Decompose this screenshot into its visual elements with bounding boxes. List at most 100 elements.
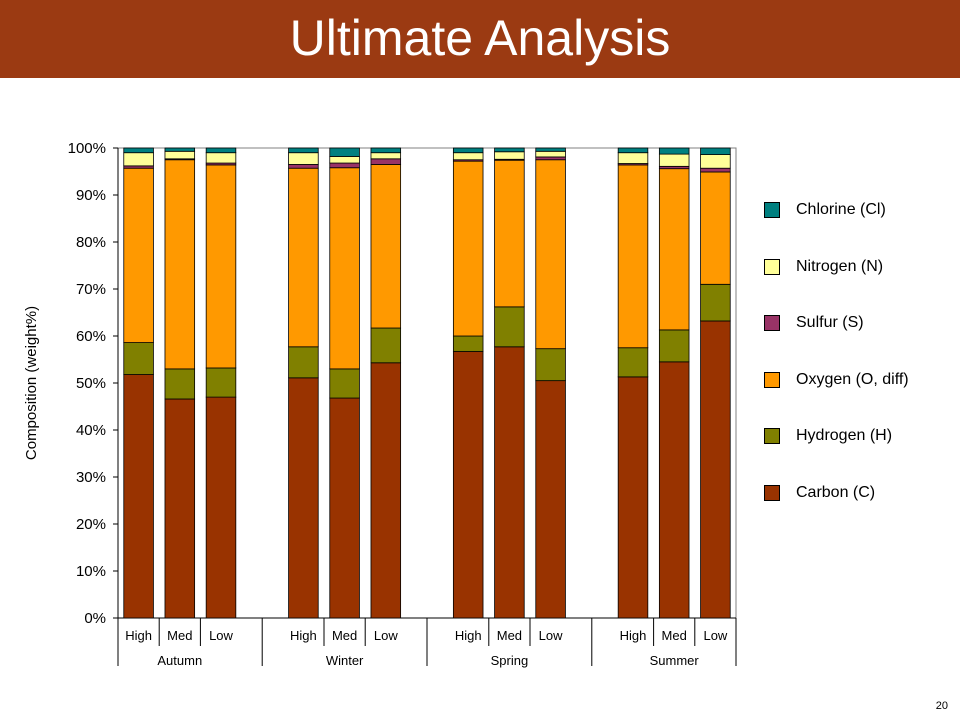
bar-segment-sulfur: [329, 162, 360, 169]
bar-segment-oxygen: [535, 159, 566, 350]
bar-segment-chlorine: [123, 147, 154, 154]
legend-item-chlorine: Chlorine (Cl): [764, 198, 954, 255]
legend-swatch-chlorine: [764, 202, 780, 218]
bar-segment-carbon: [535, 380, 566, 619]
y-tick-label: 30%: [76, 469, 106, 486]
bar-segment-oxygen: [452, 160, 484, 337]
bar-segment-hydrogen: [535, 348, 566, 382]
bar-segment-oxygen: [494, 159, 525, 308]
bar-segment-oxygen: [205, 164, 237, 369]
bar-segment-chlorine: [288, 147, 319, 154]
y-tick-label: 90%: [76, 187, 106, 204]
title-bar: [0, 0, 960, 78]
y-tick-label: 100%: [68, 140, 106, 157]
bar-segment-sulfur: [700, 167, 731, 173]
bar-segment-hydrogen: [164, 368, 196, 400]
x-tick-label: High: [125, 628, 152, 643]
bar-segment-hydrogen: [617, 347, 649, 378]
x-tick-label: Low: [209, 628, 233, 643]
bar-segment-hydrogen: [370, 327, 402, 364]
bar-segment-chlorine: [329, 147, 360, 157]
bar-segment-nitrogen: [494, 151, 525, 160]
bar-segment-oxygen: [329, 167, 360, 370]
bar-segment-carbon: [288, 377, 319, 619]
bar-segment-nitrogen: [617, 152, 649, 164]
bar-segment-nitrogen: [205, 152, 237, 164]
y-tick-label: 60%: [76, 328, 106, 345]
x-group-label: Summer: [650, 653, 700, 668]
x-tick-label: Low: [374, 628, 398, 643]
y-tick-label: 20%: [76, 516, 106, 533]
y-tick-label: 50%: [76, 375, 106, 392]
legend-label-oxygen: Oxygen (O, diff): [796, 370, 909, 388]
bar-segment-hydrogen: [700, 283, 731, 322]
bar-segment-chlorine: [658, 147, 690, 155]
bar-segment-chlorine: [494, 147, 525, 153]
x-group-label: Spring: [491, 653, 529, 668]
bar-segment-nitrogen: [452, 152, 484, 161]
bar-segment-nitrogen: [370, 152, 402, 160]
x-tick-label: Med: [332, 628, 357, 643]
legend-item-nitrogen: Nitrogen (N): [764, 255, 954, 312]
bar-segment-carbon: [494, 346, 525, 619]
bar-segment-oxygen: [370, 164, 402, 329]
x-tick-label: Med: [662, 628, 687, 643]
bar-segment-hydrogen: [452, 335, 484, 352]
legend-swatch-oxygen: [764, 371, 780, 388]
bar-segment-carbon: [658, 361, 690, 619]
bar-segment-oxygen: [700, 171, 731, 285]
legend-label-nitrogen: Nitrogen (N): [796, 257, 884, 275]
x-tick-label: High: [455, 628, 482, 643]
x-tick-label: Low: [703, 628, 727, 643]
x-tick-label: Med: [497, 628, 522, 643]
x-tick-label: Low: [539, 628, 563, 643]
x-group-label: Winter: [326, 653, 364, 668]
bar-segment-nitrogen: [535, 150, 566, 158]
bar-segment-sulfur: [370, 158, 402, 165]
legend-label-carbon: Carbon (C): [796, 483, 876, 501]
bar-segment-hydrogen: [123, 342, 154, 375]
legend-item-sulfur: Sulfur (S): [764, 311, 954, 368]
legend-label-sulfur: Sulfur (S): [796, 314, 864, 331]
bar-segment-nitrogen: [700, 154, 731, 169]
bar-segment-carbon: [205, 396, 237, 619]
bar-segment-carbon: [123, 374, 154, 619]
bar-segment-chlorine: [617, 147, 649, 154]
bar-segment-chlorine: [205, 147, 237, 154]
legend-item-hydrogen: Hydrogen (H): [764, 424, 954, 481]
bar-segment-hydrogen: [205, 367, 237, 398]
bar-segment-nitrogen: [329, 156, 360, 164]
bar-segment-chlorine: [700, 147, 731, 155]
y-tick-label: 80%: [76, 234, 106, 251]
legend-label-hydrogen: Hydrogen (H): [796, 427, 893, 444]
legend-label-chlorine: Chlorine (Cl): [796, 201, 886, 218]
y-tick-label: 10%: [76, 563, 106, 580]
bar-segment-carbon: [370, 362, 402, 619]
bar-segment-hydrogen: [288, 346, 319, 379]
x-tick-label: High: [290, 628, 317, 643]
bar-segment-hydrogen: [658, 329, 690, 363]
legend-item-carbon: Carbon (C): [764, 481, 954, 538]
bar-segment-sulfur: [288, 164, 319, 169]
x-tick-label: High: [620, 628, 647, 643]
y-tick-label: 40%: [76, 422, 106, 439]
bar-segment-hydrogen: [494, 306, 525, 348]
bar-segment-carbon: [617, 376, 649, 619]
bar-segment-sulfur: [535, 156, 566, 161]
y-axis-label: Composition (weight%): [23, 306, 40, 460]
bar-segment-oxygen: [658, 168, 690, 331]
bar-segment-oxygen: [123, 167, 154, 343]
bar-segment-nitrogen: [164, 150, 196, 160]
bar-segment-oxygen: [617, 164, 649, 349]
bar-segment-carbon: [329, 397, 360, 619]
bar-segment-carbon: [700, 320, 731, 619]
bar-segment-oxygen: [164, 159, 196, 370]
legend-swatch-hydrogen: [764, 428, 780, 444]
legend-swatch-nitrogen: [764, 258, 780, 275]
bar-segment-chlorine: [164, 147, 196, 152]
x-group-label: Autumn: [157, 653, 202, 668]
bar-segment-chlorine: [535, 147, 566, 152]
legend-swatch-sulfur: [764, 315, 780, 331]
y-tick-label: 70%: [76, 281, 106, 298]
bar-segment-nitrogen: [658, 153, 690, 167]
